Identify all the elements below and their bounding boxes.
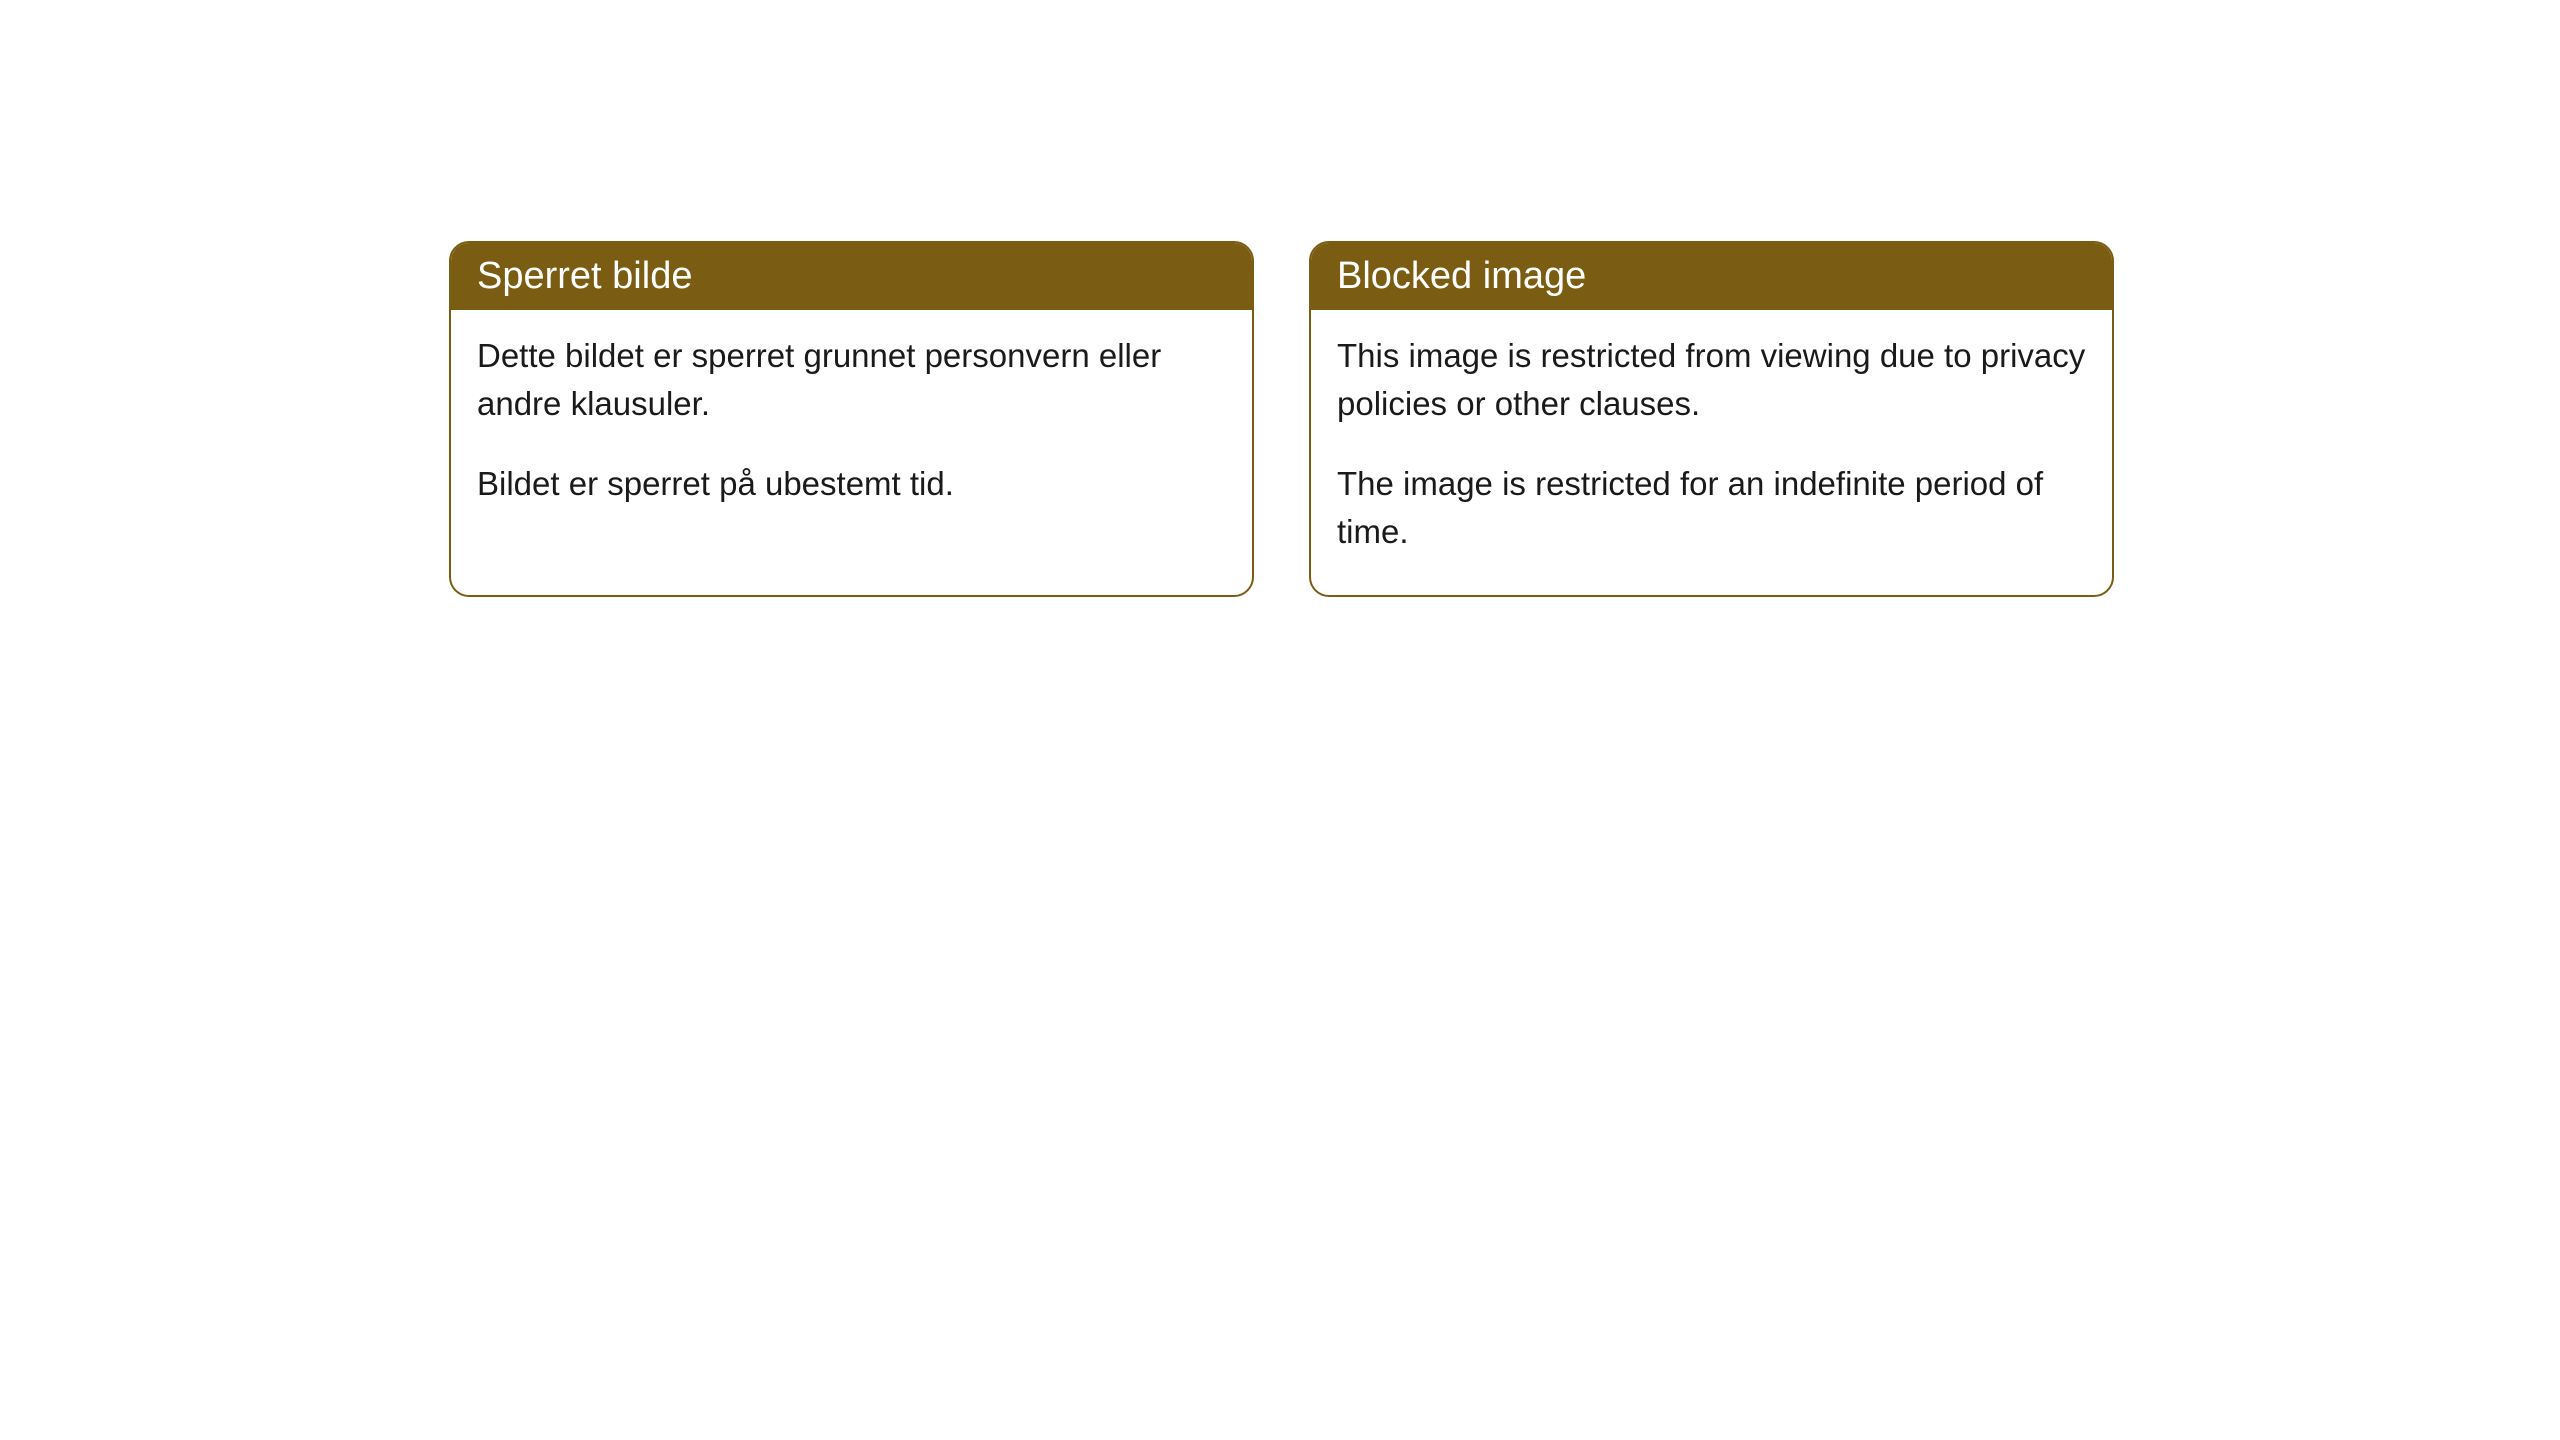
card-body: Dette bildet er sperret grunnet personve… [451,310,1252,548]
card-header: Blocked image [1311,243,2112,310]
notice-card-norwegian: Sperret bilde Dette bildet er sperret gr… [449,241,1254,597]
card-paragraph: Bildet er sperret på ubestemt tid. [477,460,1226,508]
notice-container: Sperret bilde Dette bildet er sperret gr… [449,241,2114,597]
card-paragraph: This image is restricted from viewing du… [1337,332,2086,428]
notice-card-english: Blocked image This image is restricted f… [1309,241,2114,597]
card-paragraph: The image is restricted for an indefinit… [1337,460,2086,556]
card-header: Sperret bilde [451,243,1252,310]
card-body: This image is restricted from viewing du… [1311,310,2112,595]
card-paragraph: Dette bildet er sperret grunnet personve… [477,332,1226,428]
